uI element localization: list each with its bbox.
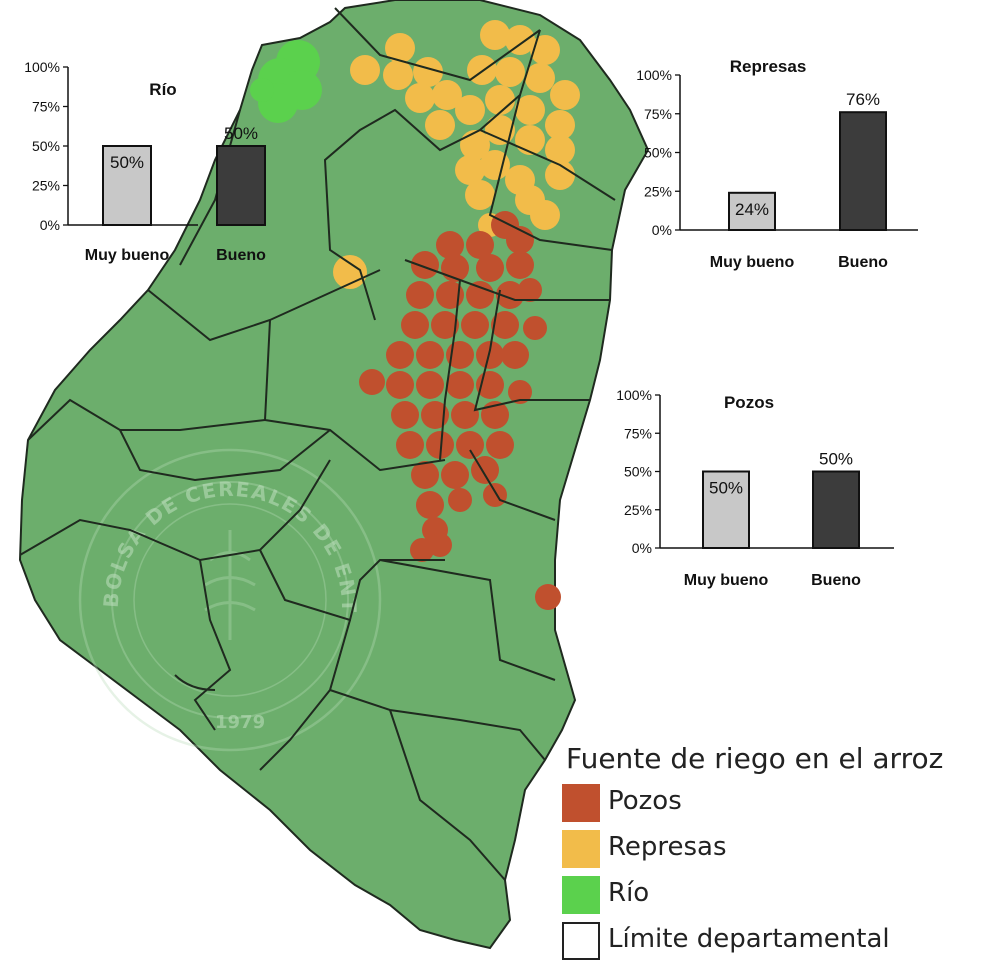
y-tick-label: 0% bbox=[40, 217, 60, 233]
y-tick-label: 25% bbox=[32, 178, 60, 194]
legend-swatch-pozos bbox=[562, 784, 600, 822]
bar-bueno bbox=[839, 111, 887, 232]
chart-title: Río bbox=[149, 80, 176, 99]
legend-label-represas: Represas bbox=[608, 832, 727, 862]
watermark-seal bbox=[78, 448, 382, 752]
y-tick-label: 75% bbox=[644, 106, 672, 122]
y-tick-label: 75% bbox=[32, 99, 60, 115]
chart-pozos: Pozos 100% 75% 50% 25% 0% 50% Muy bueno 50% Bueno bbox=[594, 380, 904, 595]
y-tick-label: 0% bbox=[632, 540, 652, 556]
represas-zone bbox=[333, 20, 580, 289]
bar-value-label: 76% bbox=[846, 90, 880, 109]
legend-swatch-represas bbox=[562, 830, 600, 868]
legend-swatch-limite bbox=[562, 922, 600, 960]
bar-bueno bbox=[812, 470, 860, 549]
bar-bueno bbox=[216, 145, 266, 226]
y-tick-label: 0% bbox=[652, 222, 672, 238]
bar-value-label: 50% bbox=[224, 124, 258, 143]
y-tick-label: 100% bbox=[616, 387, 652, 403]
y-tick-label: 100% bbox=[636, 67, 672, 83]
y-tick-label: 25% bbox=[624, 502, 652, 518]
y-tick-label: 50% bbox=[32, 138, 60, 154]
legend: Fuente de riego en el arroz Pozos Repres… bbox=[562, 742, 992, 970]
category-label: Muy bueno bbox=[85, 247, 170, 264]
category-label: Bueno bbox=[216, 247, 266, 264]
category-label: Bueno bbox=[838, 254, 888, 271]
bar-value-label: 24% bbox=[735, 200, 769, 219]
chart-title: Pozos bbox=[724, 393, 774, 412]
y-tick-label: 50% bbox=[644, 145, 672, 161]
watermark-year: 1979 bbox=[215, 712, 265, 733]
bar-value-label: 50% bbox=[709, 479, 743, 498]
chart-title: Represas bbox=[730, 57, 807, 76]
legend-label-rio: Río bbox=[608, 878, 650, 908]
category-label: Muy bueno bbox=[684, 572, 769, 589]
rio-zone bbox=[250, 40, 322, 123]
y-tick-label: 100% bbox=[24, 59, 60, 75]
chart-represas: Represas 100% 75% 50% 25% 0% 24% Muy bueno 76% Bu… bbox=[618, 55, 918, 285]
bar-muy-bueno bbox=[728, 191, 776, 232]
category-label: Muy bueno bbox=[710, 254, 795, 271]
bar-value-label: 50% bbox=[819, 450, 853, 469]
y-tick-label: 50% bbox=[624, 464, 652, 480]
bar-value-label: 50% bbox=[110, 153, 144, 172]
legend-swatch-rio bbox=[562, 876, 600, 914]
y-tick-label: 25% bbox=[644, 183, 672, 199]
department-boundaries bbox=[19, 7, 616, 881]
bar-muy-bueno bbox=[702, 470, 750, 549]
legend-label-pozos: Pozos bbox=[608, 786, 682, 816]
bar-muy-bueno bbox=[102, 145, 152, 226]
y-tick-label: 75% bbox=[624, 425, 652, 441]
category-label: Bueno bbox=[811, 572, 861, 589]
chart-rio: Río 100% 75% 50% 25% 0% 50% Muy bueno 50% Bueno bbox=[0, 55, 266, 270]
legend-label-limite: Límite departamental bbox=[608, 924, 890, 954]
legend-title: Fuente de riego en el arroz bbox=[566, 742, 944, 775]
